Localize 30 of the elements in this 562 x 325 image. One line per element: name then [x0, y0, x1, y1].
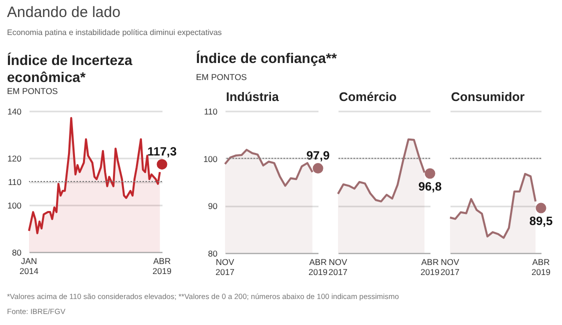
y-tick-label: 140	[7, 106, 22, 116]
x-tick-label: NOV 2017	[328, 257, 348, 277]
y-tick-label: 90	[208, 201, 218, 212]
y-tick-label: 100	[203, 154, 218, 164]
x-tick-label: ABR 2019	[420, 257, 440, 277]
x-tick-label: ABR 2019	[308, 257, 328, 277]
chart-title: Índice de confiança**	[196, 50, 338, 67]
y-axis-title: EM PONTOS	[7, 86, 58, 96]
data-label: 97,9	[306, 148, 330, 162]
y-tick-label: 110	[204, 106, 218, 116]
x-tick-label: ABR 2019	[152, 256, 172, 276]
chart-subtitle: Indústria	[226, 90, 279, 104]
chart-subtitle: Comércio	[339, 90, 397, 104]
x-tick-label: JAN 2014	[20, 256, 39, 276]
data-label: 89,5	[529, 214, 553, 228]
chart-title: Índice de Incerteza econômica*	[7, 52, 134, 86]
x-tick-label: NOV 2017	[216, 257, 235, 277]
x-tick-label: ABR 2019	[532, 257, 551, 277]
y-axis-title: EM PONTOS	[196, 72, 247, 82]
y-tick-label: 80	[12, 248, 22, 258]
y-tick-label: 80	[208, 248, 218, 258]
data-label: 96,8	[418, 179, 442, 194]
text: Economia patina e instabilidade política diminui expectativas	[7, 28, 222, 37]
y-tick-label: 120	[7, 154, 22, 164]
y-tick-label: 100	[7, 200, 22, 210]
text: Andando de lado	[7, 4, 120, 21]
data-label: 117,3	[147, 144, 178, 158]
y-tick-label: 110	[8, 177, 22, 187]
x-tick-label: NOV 2017	[440, 257, 460, 277]
chart-subtitle: Consumidor	[451, 90, 525, 104]
